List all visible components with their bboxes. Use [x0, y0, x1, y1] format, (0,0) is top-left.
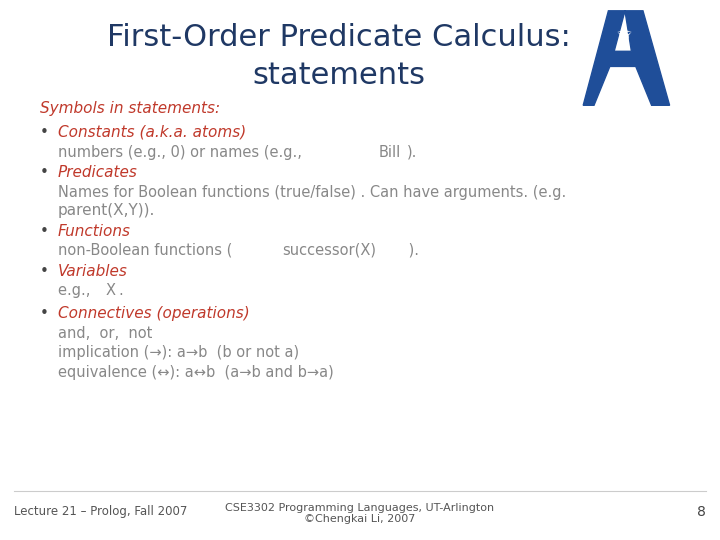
Text: •: • — [40, 264, 48, 279]
Text: Predicates: Predicates — [58, 165, 138, 180]
Text: successor(X): successor(X) — [283, 242, 377, 258]
Text: statements: statements — [252, 61, 425, 90]
Text: Variables: Variables — [58, 264, 127, 279]
Text: .: . — [118, 283, 123, 298]
Polygon shape — [583, 11, 670, 105]
Text: Lecture 21 – Prolog, Fall 2007: Lecture 21 – Prolog, Fall 2007 — [14, 505, 188, 518]
Text: Names for Boolean functions (true/false) . Can have arguments. (e.g.: Names for Boolean functions (true/false)… — [58, 185, 566, 200]
Text: Functions: Functions — [58, 224, 130, 239]
Text: Constants (a.k.a. atoms): Constants (a.k.a. atoms) — [58, 125, 246, 140]
Text: ✩: ✩ — [616, 26, 632, 44]
Text: ©Chengkai Li, 2007: ©Chengkai Li, 2007 — [305, 515, 415, 524]
Text: •: • — [40, 165, 48, 180]
Text: •: • — [40, 224, 48, 239]
Text: •: • — [40, 125, 48, 140]
Text: numbers (e.g., 0) or names (e.g.,: numbers (e.g., 0) or names (e.g., — [58, 145, 306, 160]
Text: ).: ). — [404, 242, 419, 258]
Text: equivalence (↔): a↔b  (a→b and b→a): equivalence (↔): a↔b (a→b and b→a) — [58, 364, 333, 380]
Text: implication (→): a→b  (b or not a): implication (→): a→b (b or not a) — [58, 345, 299, 360]
Text: non-Boolean functions (: non-Boolean functions ( — [58, 242, 232, 258]
Text: Bill: Bill — [378, 145, 400, 160]
Text: ).: ). — [407, 145, 418, 160]
Text: Connectives (operations): Connectives (operations) — [58, 306, 249, 321]
Text: •: • — [40, 306, 48, 321]
Text: and,  or,  not: and, or, not — [58, 326, 152, 341]
Text: Symbols in statements:: Symbols in statements: — [40, 100, 220, 116]
Text: e.g.,: e.g., — [58, 283, 94, 298]
Text: 8: 8 — [697, 505, 706, 519]
Text: CSE3302 Programming Languages, UT-Arlington: CSE3302 Programming Languages, UT-Arling… — [225, 503, 495, 512]
Text: parent(X,Y)).: parent(X,Y)). — [58, 203, 155, 218]
Text: First-Order Predicate Calculus:: First-Order Predicate Calculus: — [107, 23, 570, 52]
Text: X: X — [105, 283, 115, 298]
